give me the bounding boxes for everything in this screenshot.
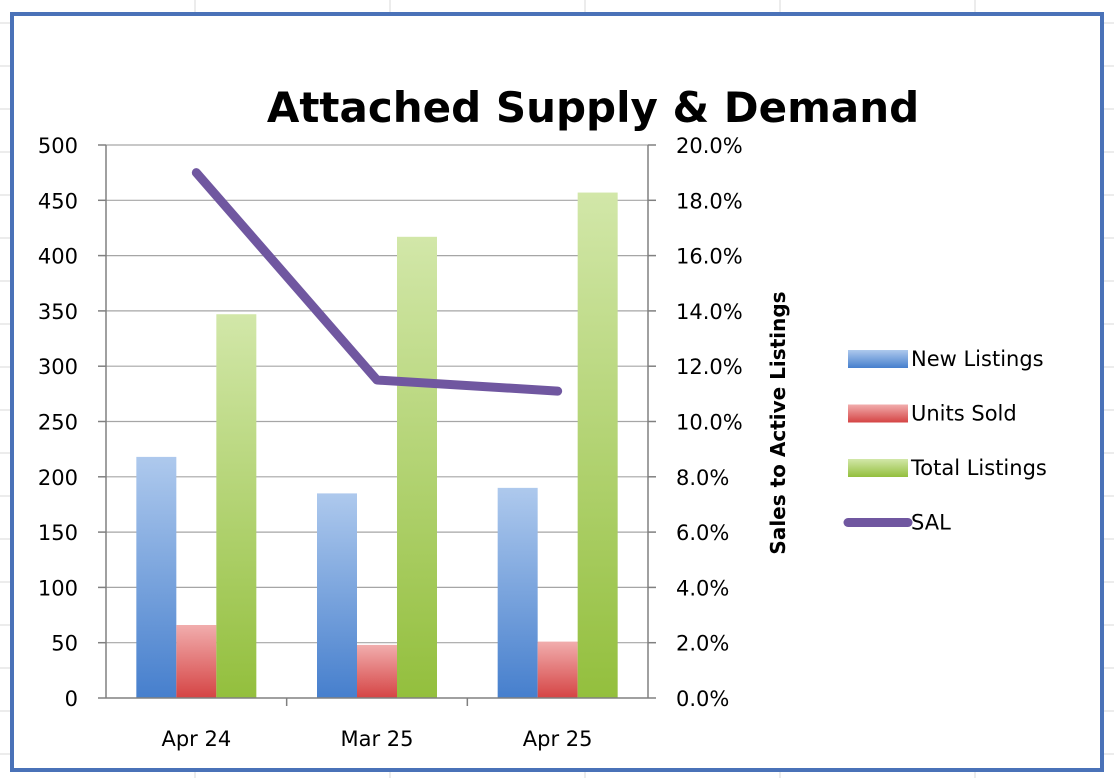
left-axis-tick-labels: 0 50 100 150 200 250 300 350 400 450 500 <box>38 134 78 711</box>
bar-total-listings[interactable] <box>397 236 437 698</box>
bar-units-sold[interactable] <box>176 625 217 698</box>
category-label: Apr 25 <box>523 727 593 751</box>
legend-label-total-listings: Total Listings <box>910 456 1047 480</box>
left-tick-label: 200 <box>38 466 78 490</box>
right-axis-tick-labels: 0.0% 2.0% 4.0% 6.0% 8.0% 10.0% 12.0% 14.0% 16.0%… <box>676 134 743 711</box>
right-tick-label: 0.0% <box>676 687 729 711</box>
left-tick-label: 500 <box>38 134 78 158</box>
bar-total-listings[interactable] <box>216 314 257 698</box>
chart-title: Attached Supply & Demand <box>267 83 919 132</box>
left-tick-label: 100 <box>38 576 78 600</box>
right-tick-label: 16.0% <box>676 245 743 269</box>
legend-swatch-total-listings <box>848 459 908 477</box>
left-tick-label: 400 <box>38 245 78 269</box>
right-tick-label: 10.0% <box>676 411 743 435</box>
legend-label-new-listings: New Listings <box>911 347 1044 371</box>
bar-units-sold[interactable] <box>537 641 578 698</box>
left-tick-label: 150 <box>38 521 78 545</box>
legend-swatch-units-sold <box>848 404 908 423</box>
right-tick-label: 18.0% <box>676 189 743 213</box>
line-sal[interactable] <box>191 168 563 396</box>
bar-series-group[interactable] <box>136 192 618 699</box>
bar-new-listings[interactable] <box>136 456 177 698</box>
right-tick-label: 14.0% <box>676 300 743 324</box>
left-tick-label: 450 <box>38 189 78 213</box>
left-tick-label: 350 <box>38 300 78 324</box>
sal-line-series[interactable] <box>191 168 563 396</box>
right-tick-label: 8.0% <box>676 466 729 490</box>
right-tick-label: 4.0% <box>676 576 729 600</box>
legend-swatch-new-listings <box>848 350 908 368</box>
left-tick-label: 300 <box>38 355 78 379</box>
category-label: Apr 24 <box>161 727 231 751</box>
axes-group <box>98 144 656 706</box>
right-tick-label: 2.0% <box>676 632 729 656</box>
left-tick-label: 50 <box>51 632 78 656</box>
category-axis-labels: Apr 24 Mar 25 Apr 25 <box>161 727 592 751</box>
right-tick-label: 12.0% <box>676 355 743 379</box>
category-label: Mar 25 <box>340 727 413 751</box>
right-axis-title: Sales to Active Listings <box>766 291 790 554</box>
chart-legend[interactable]: New Listings Units Sold Total Listings SAL <box>843 347 1047 535</box>
bar-units-sold[interactable] <box>357 644 397 698</box>
left-tick-label: 0 <box>65 687 78 711</box>
bar-new-listings[interactable] <box>497 487 538 698</box>
right-tick-label: 6.0% <box>676 521 729 545</box>
legend-label-units-sold: Units Sold <box>911 402 1017 426</box>
horizontal-gridlines <box>106 144 648 644</box>
bar-new-listings[interactable] <box>317 493 357 698</box>
legend-label-sal: SAL <box>911 511 951 535</box>
bar-total-listings[interactable] <box>577 192 618 699</box>
left-tick-label: 250 <box>38 411 78 435</box>
right-tick-label: 20.0% <box>676 134 743 158</box>
